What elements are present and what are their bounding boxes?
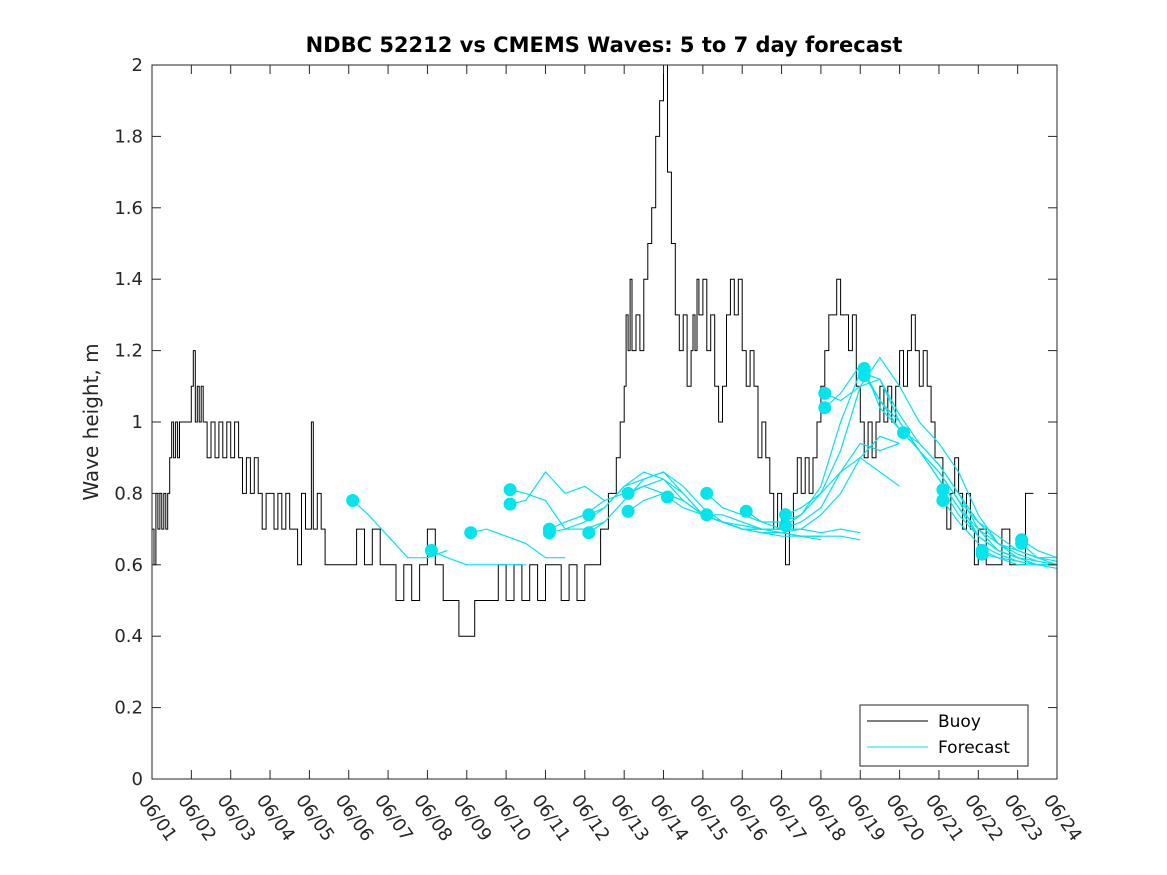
forecast-start-point-4: [503, 483, 517, 497]
forecast-line-25: [981, 549, 1057, 566]
y-tick-label: 1.8: [114, 126, 143, 147]
forecast-start-point-11: [621, 504, 635, 518]
legend-box: [859, 704, 1029, 767]
forecast-start-point-16: [779, 508, 792, 522]
forecast-start-point-13: [700, 486, 714, 500]
buoy-series-line: [152, 64, 1034, 637]
forecast-start-point-9: [582, 526, 596, 540]
forecast-line-16: [785, 356, 1019, 559]
forecast-start-point-2: [424, 544, 438, 557]
y-axis-label: Wave height, m: [79, 343, 103, 500]
legend: Buoy Forecast: [859, 704, 1029, 767]
forecast-line-26: [982, 553, 1058, 569]
forecast-start-point-19: [818, 401, 832, 415]
y-tick-label: 0.8: [114, 483, 143, 504]
forecast-line-3: [470, 528, 566, 559]
forecast-start-point-1: [346, 494, 360, 507]
y-tick-label: 0: [132, 769, 143, 790]
y-tick-label: 1.4: [114, 269, 143, 290]
y-tick-label: 0.2: [114, 698, 143, 719]
forecast-start-point-14: [700, 508, 714, 522]
forecast-start-point-22: [897, 426, 910, 440]
y-tick-label: 0.6: [114, 555, 143, 576]
y-tick-label: 1.2: [114, 341, 143, 362]
forecast-start-point-8: [582, 508, 596, 522]
y-tick-label: 1.6: [114, 198, 143, 219]
forecast-start-point-24: [936, 494, 950, 507]
forecast-start-point-5: [503, 497, 517, 511]
forecast-line-28: [1021, 542, 1058, 566]
forecast-start-point-17: [779, 519, 792, 532]
y-tick-label: 2: [132, 55, 143, 76]
forecast-start-point-3: [464, 526, 478, 540]
y-tick-label: 1: [132, 412, 143, 433]
chart-title: NDBC 52212 vs CMEMS Waves: 5 to 7 day fo…: [306, 33, 903, 57]
forecast-start-point-26: [975, 547, 989, 561]
forecast-start-point-7: [542, 526, 556, 540]
forecast-start-point-21: [857, 369, 871, 383]
forecast-start-point-15: [739, 504, 753, 518]
forecast-line-21: [863, 375, 1058, 566]
forecast-start-point-18: [818, 386, 832, 400]
forecast-start-point-28: [1015, 536, 1029, 550]
legend-label-forecast: Forecast: [938, 738, 1010, 758]
legend-label-buoy: Buoy: [938, 712, 981, 732]
forecast-line-22: [903, 432, 1057, 559]
forecast-line-23: [942, 489, 1058, 566]
forecast-start-point-23: [936, 483, 950, 497]
forecast-line-5: [509, 471, 605, 505]
forecast-line-14: [706, 442, 900, 530]
forecast-start-point-10: [621, 486, 635, 500]
y-tick-label: 0.4: [114, 626, 143, 647]
forecast-line-13: [706, 435, 900, 530]
forecast-start-point-12: [661, 490, 674, 504]
forecast-line-2: [431, 549, 526, 566]
